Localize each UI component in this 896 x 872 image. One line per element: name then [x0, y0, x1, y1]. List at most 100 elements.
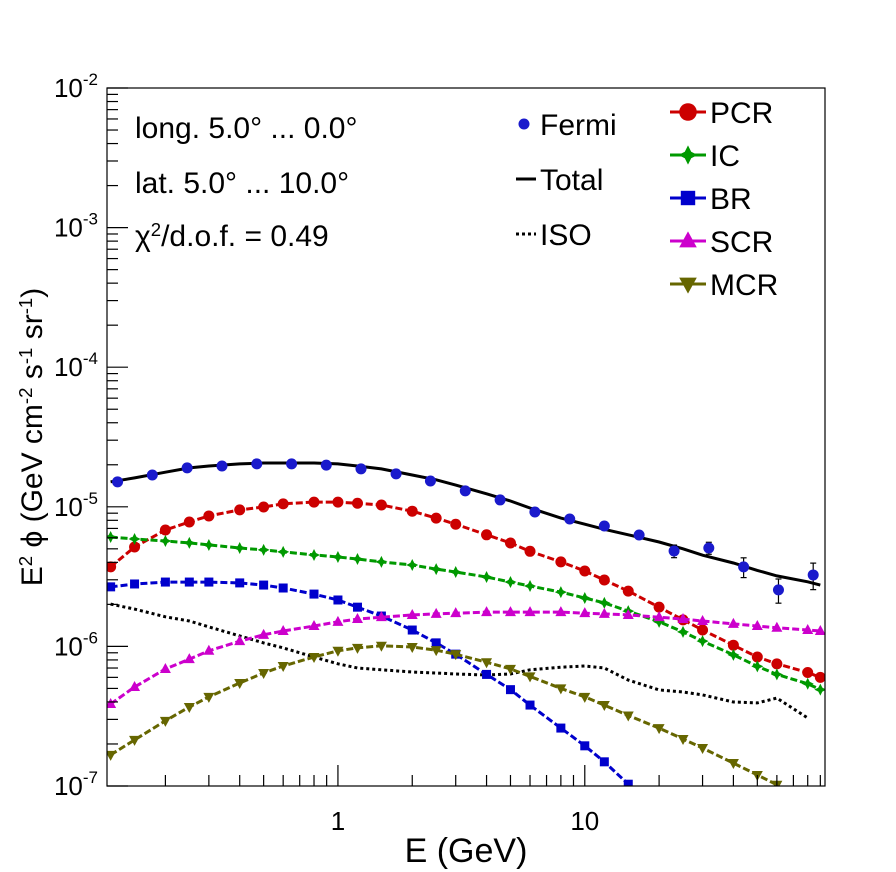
marker: [204, 577, 214, 587]
marker: [277, 545, 290, 558]
text-part: ): [16, 288, 49, 298]
marker: [579, 565, 591, 577]
marker: [579, 692, 591, 703]
marker: [159, 662, 171, 673]
marker: [430, 563, 443, 576]
y-tick-label: 10-5: [54, 489, 98, 522]
marker: [504, 576, 517, 589]
marker: [481, 606, 493, 617]
y-tick-label: 10-3: [54, 210, 98, 243]
marker: [504, 606, 516, 617]
marker: [129, 680, 141, 691]
marker: [181, 462, 193, 474]
marker: [696, 635, 709, 648]
marker: [770, 668, 783, 681]
text-part: E: [16, 566, 49, 586]
marker: [234, 504, 246, 516]
marker: [505, 685, 515, 695]
marker: [159, 534, 172, 547]
series-line: [110, 602, 809, 720]
legend-label: BR: [710, 183, 752, 216]
marker: [697, 615, 709, 626]
marker: [203, 644, 215, 655]
marker: [309, 589, 319, 599]
marker: [518, 118, 530, 130]
series-line: [109, 644, 778, 786]
marker: [751, 620, 763, 631]
marker: [529, 506, 541, 518]
marker: [107, 750, 117, 761]
marker: [814, 671, 825, 683]
x-tick-label: 1: [331, 806, 345, 836]
marker: [807, 569, 819, 581]
marker: [494, 494, 506, 506]
marker: [286, 458, 298, 470]
marker: [677, 613, 689, 624]
marker: [202, 538, 215, 551]
marker: [598, 607, 610, 618]
marker: [598, 520, 610, 532]
marker: [259, 580, 269, 590]
marker: [524, 606, 536, 617]
text-part: ϕ (GeV cm: [16, 404, 49, 556]
superscript: -2: [15, 388, 36, 405]
marker: [390, 468, 402, 480]
marker: [504, 537, 516, 549]
marker: [802, 667, 814, 679]
marker: [679, 231, 697, 248]
marker: [504, 664, 516, 675]
marker: [233, 541, 246, 554]
marker: [183, 516, 195, 528]
series-line: [109, 610, 821, 706]
marker: [622, 608, 634, 619]
marker: [653, 615, 666, 628]
marker: [107, 530, 117, 543]
y-tick-label: 10-6: [54, 628, 98, 661]
marker: [450, 518, 462, 530]
marker: [257, 543, 270, 556]
marker: [375, 641, 387, 652]
marker: [459, 485, 471, 497]
superscript: -1: [15, 348, 36, 365]
marker: [555, 556, 567, 568]
marker: [431, 638, 441, 648]
marker: [450, 650, 462, 661]
marker: [430, 607, 442, 618]
marker: [375, 611, 387, 622]
x-tick-label: 10: [570, 806, 599, 836]
marker: [653, 724, 665, 735]
text-part: /d.o.f. = 0.49: [161, 220, 329, 253]
marker: [355, 463, 367, 475]
marker: [278, 583, 288, 593]
frame: [106, 87, 826, 787]
marker: [430, 646, 442, 657]
tick-base: 10: [54, 492, 83, 522]
marker: [598, 701, 610, 712]
legend: Fermi Total ISO PCR IC BR SCR MCR: [516, 97, 778, 302]
marker: [258, 668, 270, 679]
marker: [183, 536, 196, 549]
marker: [308, 548, 321, 561]
marker: [653, 601, 665, 613]
tick-base: 10: [54, 73, 83, 103]
text-part: s: [16, 364, 49, 387]
tick-base: 10: [54, 771, 83, 801]
marker: [352, 602, 362, 612]
marker: [332, 615, 344, 626]
marker: [524, 545, 536, 557]
marker: [203, 692, 215, 703]
marker: [332, 646, 344, 657]
marker: [678, 145, 698, 165]
marker: [375, 555, 388, 568]
marker: [653, 611, 665, 622]
tick-exponent: -5: [83, 489, 98, 508]
y-tick-label: 10-7: [54, 768, 98, 801]
y-tick-label: 10-2: [54, 70, 98, 103]
marker: [320, 459, 332, 471]
tick-base: 10: [54, 213, 83, 243]
marker: [333, 595, 343, 605]
marker: [771, 658, 783, 670]
marker: [480, 571, 493, 584]
marker: [697, 744, 709, 755]
